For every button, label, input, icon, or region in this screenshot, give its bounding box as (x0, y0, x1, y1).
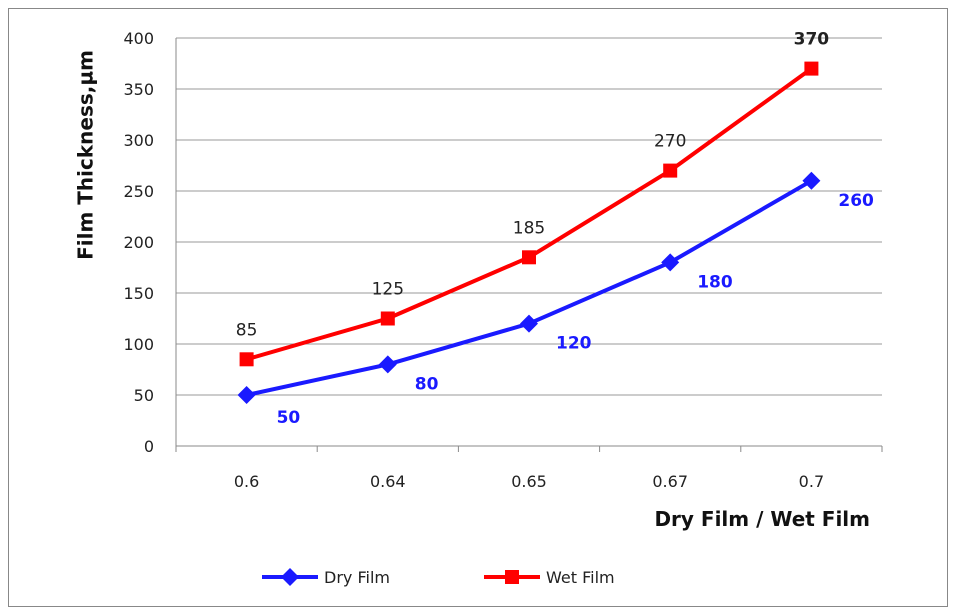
legend-marker (505, 570, 519, 584)
x-tick-label: 0.67 (652, 472, 688, 491)
series-layer (237, 61, 821, 404)
data-point (804, 61, 819, 76)
series-wet-film (239, 61, 819, 367)
y-axis-title: Film Thickness,µm (74, 50, 98, 260)
data-point (802, 171, 821, 190)
data-point (522, 250, 536, 265)
data-label: 370 (794, 30, 830, 50)
x-tick-label: 0.7 (799, 472, 824, 491)
data-label: 125 (372, 280, 404, 300)
data-point (237, 386, 256, 404)
legend-label: Wet Film (546, 568, 615, 587)
legend-item: Dry Film (262, 568, 390, 587)
y-tick-label: 250 (123, 182, 154, 201)
x-axis-ticks: 0.6 0.64 0.65 0.67 0.7 (175, 446, 883, 491)
data-point (378, 355, 397, 374)
y-tick-label: 400 (123, 29, 154, 48)
legend-item: Wet Film (484, 568, 615, 587)
y-tick-label: 100 (123, 335, 154, 354)
y-tick-label: 50 (134, 386, 154, 405)
gridlines (175, 37, 882, 447)
data-label: 180 (697, 272, 733, 292)
data-point (520, 314, 538, 333)
data-label: 85 (236, 320, 258, 340)
y-tick-label: 350 (123, 80, 154, 99)
data-label: 260 (838, 191, 874, 211)
legend: Dry Film Wet Film (262, 568, 615, 587)
data-point (661, 253, 680, 272)
x-tick-label: 0.65 (511, 472, 547, 491)
data-point (380, 311, 395, 326)
legend-marker (281, 568, 299, 586)
chart-border (8, 8, 948, 607)
y-tick-label: 150 (123, 284, 154, 303)
data-label: 185 (513, 218, 545, 238)
series-dry-film (237, 171, 821, 404)
data-label: 50 (277, 408, 301, 428)
y-tick-label: 300 (123, 131, 154, 150)
data-label: 120 (556, 334, 592, 354)
y-axis-ticks: 0 50 100 150 200 250 300 350 400 (123, 29, 154, 456)
x-tick-label: 0.6 (234, 472, 259, 491)
data-point (663, 163, 678, 178)
y-tick-label: 0 (144, 437, 154, 456)
data-label: 80 (415, 374, 439, 394)
y-tick-label: 200 (123, 233, 154, 252)
x-tick-label: 0.64 (370, 472, 406, 491)
data-label: 270 (654, 132, 686, 152)
x-axis-title: Dry Film / Wet Film (654, 507, 870, 531)
data-labels: 50 80 120 180 260 85 125 185 270 370 (236, 30, 874, 428)
data-point (239, 352, 254, 367)
legend-label: Dry Film (324, 568, 390, 587)
